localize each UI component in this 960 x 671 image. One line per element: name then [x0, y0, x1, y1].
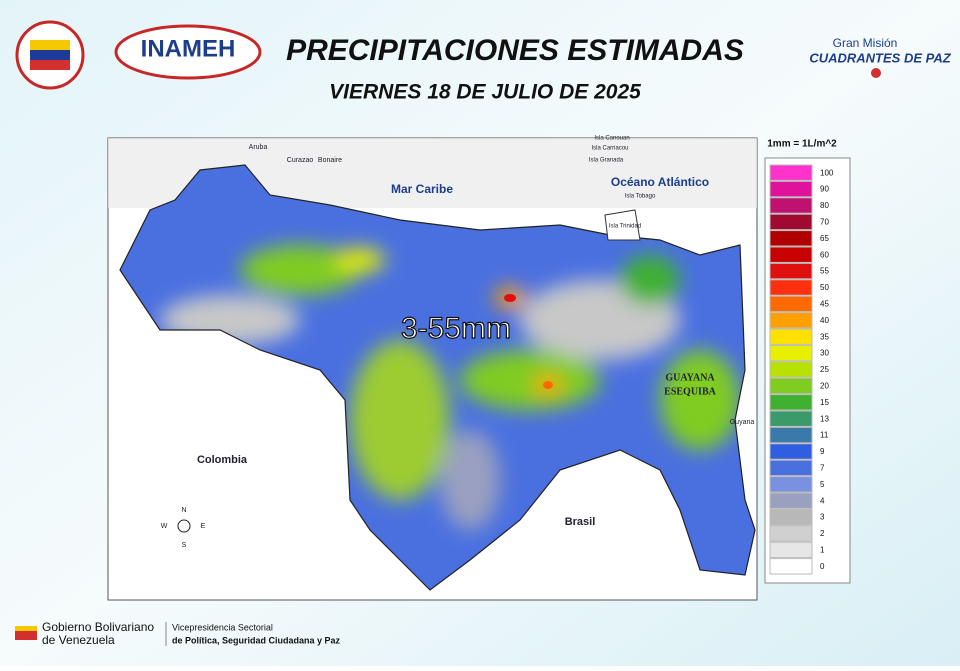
legend-label: 1 [820, 546, 825, 555]
footer-text: de Venezuela [42, 633, 115, 647]
legend-swatch [769, 443, 813, 460]
range-label: 3-55mm [401, 312, 511, 345]
legend-swatch [769, 180, 813, 198]
legend-swatch [769, 197, 813, 214]
legend-label: 25 [820, 365, 829, 374]
legend-swatch [769, 361, 813, 378]
compass-label: S [182, 542, 187, 549]
place-label: Guyana [730, 419, 755, 426]
place-label: ESEQUIBA [664, 386, 716, 397]
legend-label: 40 [820, 316, 829, 325]
footer-text: Vicepresidencia Sectorial [172, 622, 273, 632]
place-label: Colombia [197, 454, 248, 466]
legend-swatch [769, 541, 813, 559]
date: VIERNES 18 DE JULIO DE 2025 [329, 81, 641, 104]
place-label: GUAYANA [665, 372, 715, 383]
legend-label: 7 [820, 464, 825, 473]
legend-label: 55 [820, 267, 829, 276]
legend-swatch [769, 394, 813, 411]
legend-swatch [769, 426, 813, 444]
legend-label: 45 [820, 300, 829, 309]
legend-label: 65 [820, 234, 829, 243]
legend-label: 13 [820, 414, 829, 423]
footer-text: de Política, Seguridad Ciudadana y Paz [172, 635, 341, 645]
legend-swatch [769, 295, 813, 313]
place-label: Océano Atlántico [611, 175, 709, 189]
place-label: Isla Granada [589, 158, 624, 164]
legend-label: 15 [820, 398, 829, 407]
map [107, 137, 758, 601]
legend-swatch [769, 279, 813, 296]
legend-label: 80 [820, 201, 829, 210]
legend-swatch [769, 410, 813, 427]
legend-swatch [769, 262, 813, 280]
legend-swatch [769, 328, 813, 345]
legend-swatch [769, 492, 813, 509]
legend-swatch [769, 558, 813, 575]
legend-label: 60 [820, 250, 829, 259]
legend-label: 50 [820, 283, 829, 292]
legend-label: 0 [820, 562, 825, 571]
place-labels: Mar Caribe Océano Atlántico Colombia Bra… [197, 136, 754, 528]
place-label: Brasil [565, 516, 596, 528]
logo-mision: Gran Misión CUADRANTES DE PAZ [809, 36, 952, 78]
place-label: Mar Caribe [391, 182, 453, 196]
logo-inameh: INAMEH [114, 24, 262, 80]
logo-text: CUADRANTES DE PAZ [809, 50, 951, 65]
logo-text: Gran Misión [833, 36, 898, 50]
legend-swatch [769, 164, 813, 181]
legend-swatch [769, 508, 813, 526]
legend-unit: 1mm = 1L/m^2 [767, 139, 837, 150]
legend-label: 11 [820, 431, 829, 440]
footer: Gobierno Bolivariano de Venezuela Vicepr… [15, 620, 341, 647]
compass-label: N [181, 507, 186, 514]
place-label: Isla Canouan [594, 136, 629, 142]
place-label: Bonaire [318, 157, 342, 164]
legend-label: 30 [820, 349, 829, 358]
legend-label: 5 [820, 480, 825, 489]
legend-label: 9 [820, 447, 825, 456]
legend-swatch [769, 525, 813, 542]
legend: 1009080706560555045403530252015131197543… [764, 157, 851, 584]
legend-swatch [769, 377, 813, 395]
place-label: Isla Tobago [625, 194, 656, 200]
legend-swatch [769, 312, 813, 329]
title: PRECIPITACIONES ESTIMADAS [286, 34, 744, 67]
footer-text: Gobierno Bolivariano [42, 620, 154, 634]
legend-label: 35 [820, 332, 829, 341]
compass-label: W [161, 523, 168, 530]
compass-label: E [201, 523, 206, 530]
legend-swatch [769, 459, 813, 477]
place-label: Aruba [249, 144, 268, 151]
place-label: Isla Trinidad [609, 224, 641, 230]
compass: N S E W [161, 507, 206, 549]
legend-label: 4 [820, 496, 825, 505]
logo-text: INAMEH [141, 35, 236, 62]
legend-swatch [769, 230, 813, 247]
legend-label: 2 [820, 529, 825, 538]
legend-label: 3 [820, 513, 825, 522]
place-label: Curazao [287, 157, 314, 164]
legend-label: 20 [820, 382, 829, 391]
legend-label: 90 [820, 185, 829, 194]
legend-swatch [769, 344, 813, 362]
legend-swatch [769, 246, 813, 263]
legend-swatch [769, 213, 813, 231]
legend-label: 70 [820, 218, 829, 227]
logo-left [15, 20, 85, 90]
place-label: Isla Carriacou [591, 146, 628, 152]
legend-swatch [769, 476, 813, 493]
legend-label: 100 [820, 168, 834, 177]
